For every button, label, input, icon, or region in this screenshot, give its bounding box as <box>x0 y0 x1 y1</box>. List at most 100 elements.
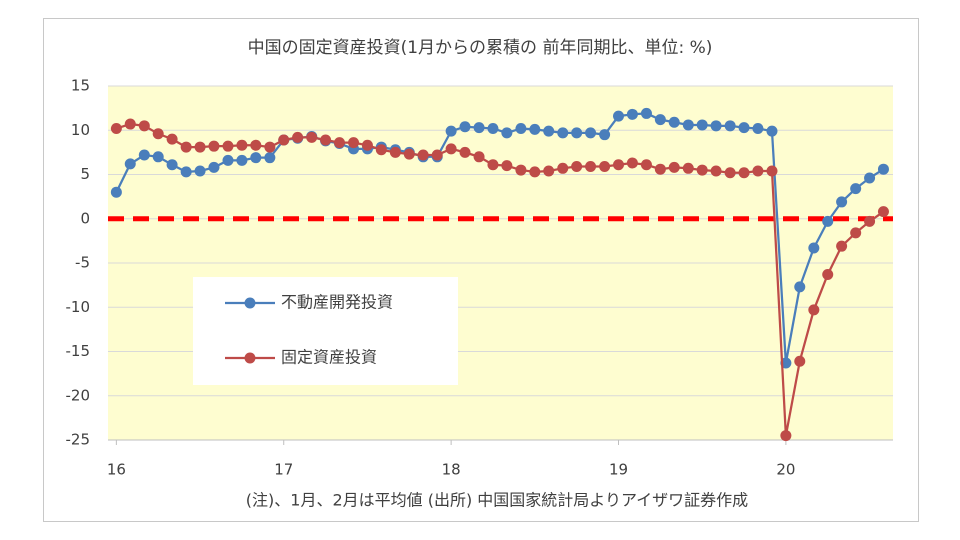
data-point <box>166 133 178 145</box>
data-point <box>222 140 234 152</box>
y-tick-label: 5 <box>80 165 90 183</box>
data-point <box>724 167 736 179</box>
data-point <box>264 141 276 153</box>
data-point <box>138 120 150 132</box>
legend-swatch-marker <box>244 352 256 364</box>
legend-label: 不動産開発投資 <box>281 293 393 312</box>
legend-label: 固定資産投資 <box>281 348 377 367</box>
data-point <box>752 165 764 177</box>
data-point <box>348 137 360 149</box>
data-point <box>445 125 457 137</box>
data-point <box>236 139 248 151</box>
x-tick-label: 20 <box>776 461 795 479</box>
plot-area: -25 -20 -15 -10 -5 0 5 10 15 16 17 18 19 20 不動産開発投資固定資… <box>66 77 893 479</box>
data-point <box>236 154 248 166</box>
data-point <box>850 183 862 195</box>
data-point <box>459 121 471 133</box>
data-point <box>836 240 848 252</box>
data-point <box>320 134 332 146</box>
data-point <box>180 166 192 178</box>
data-point <box>724 120 736 132</box>
data-point <box>529 123 541 135</box>
data-point <box>640 159 652 171</box>
data-point <box>180 141 192 153</box>
data-point <box>501 160 513 172</box>
data-point <box>124 158 136 170</box>
data-point <box>152 128 164 140</box>
data-point <box>696 119 708 131</box>
data-point <box>459 146 471 158</box>
data-point <box>822 215 834 227</box>
y-tick-label: 15 <box>71 77 90 95</box>
data-point <box>738 167 750 179</box>
data-point <box>766 165 778 177</box>
y-tick-label: -5 <box>75 254 90 272</box>
data-point <box>626 108 638 120</box>
data-point <box>473 151 485 163</box>
data-point <box>738 122 750 134</box>
data-point <box>152 151 164 163</box>
data-point <box>710 120 722 132</box>
data-point <box>710 165 722 177</box>
data-point <box>557 162 569 174</box>
data-point <box>515 122 527 134</box>
legend-swatch-marker <box>244 297 256 309</box>
y-tick-label: 0 <box>80 209 90 227</box>
x-tick-label: 19 <box>609 461 628 479</box>
x-tick-label: 18 <box>442 461 461 479</box>
data-point <box>836 196 848 208</box>
data-point <box>654 163 666 175</box>
y-tick-label: 10 <box>71 121 90 139</box>
data-point <box>877 206 889 218</box>
data-point <box>138 149 150 161</box>
data-point <box>780 430 792 442</box>
data-point <box>250 139 262 151</box>
data-point <box>361 139 373 151</box>
data-point <box>613 110 625 122</box>
data-point <box>501 127 513 139</box>
data-point <box>431 149 443 161</box>
data-point <box>515 164 527 176</box>
data-point <box>473 122 485 134</box>
y-tick-label: -15 <box>66 342 91 360</box>
data-point <box>696 164 708 176</box>
data-point <box>877 163 889 175</box>
data-point <box>668 116 680 128</box>
data-point <box>654 114 666 126</box>
data-point <box>208 161 220 173</box>
data-point <box>292 131 304 143</box>
data-point <box>864 215 876 227</box>
data-point <box>543 165 555 177</box>
data-point <box>668 161 680 173</box>
data-point <box>487 122 499 134</box>
data-point <box>194 141 206 153</box>
data-point <box>626 157 638 169</box>
data-point <box>487 159 499 171</box>
data-point <box>264 152 276 164</box>
data-point <box>529 166 541 178</box>
data-point <box>375 144 387 156</box>
data-point <box>864 172 876 184</box>
data-point <box>124 118 136 130</box>
data-point <box>166 159 178 171</box>
y-tick-label: -20 <box>66 386 91 404</box>
data-point <box>403 148 415 160</box>
x-tick-label: 17 <box>274 461 293 479</box>
y-tick-label: -10 <box>66 298 91 316</box>
data-point <box>599 161 611 173</box>
data-point <box>613 159 625 171</box>
x-tick-label: 16 <box>107 461 126 479</box>
data-point <box>250 152 262 164</box>
data-point <box>571 161 583 173</box>
data-point <box>585 127 597 139</box>
data-point <box>208 140 220 152</box>
chart-title: 中国の固定資産投資(1月からの累積の 前年同期比、単位: %) <box>248 38 713 58</box>
data-point <box>850 227 862 239</box>
y-tick-label: -25 <box>66 431 91 449</box>
data-point <box>585 161 597 173</box>
data-point <box>110 122 122 134</box>
data-point <box>110 186 122 198</box>
data-point <box>794 355 806 367</box>
data-point <box>752 122 764 134</box>
